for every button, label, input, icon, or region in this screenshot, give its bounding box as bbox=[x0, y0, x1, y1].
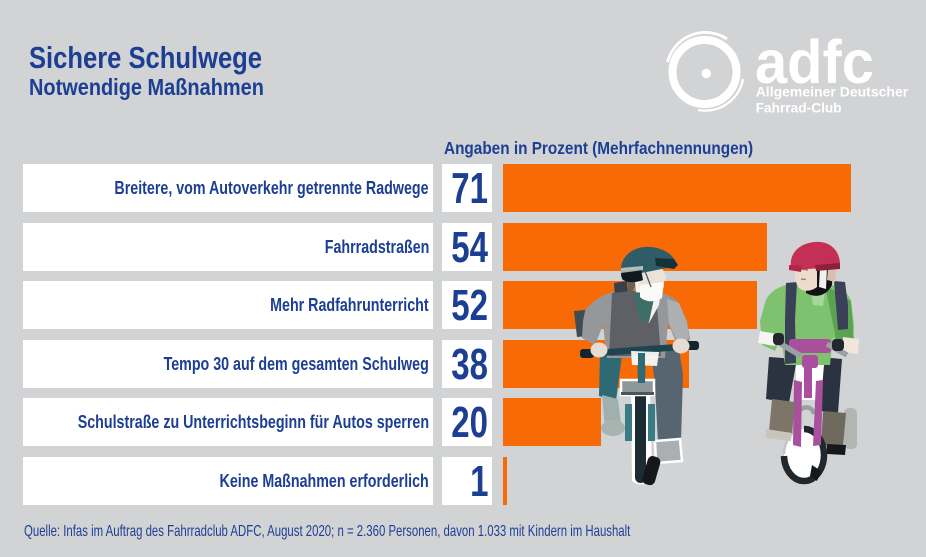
svg-text:adfc: adfc bbox=[755, 30, 874, 96]
svg-text:Fahrrad-Club: Fahrrad-Club bbox=[756, 101, 842, 116]
svg-text:Allgemeiner Deutscher: Allgemeiner Deutscher bbox=[756, 84, 909, 100]
